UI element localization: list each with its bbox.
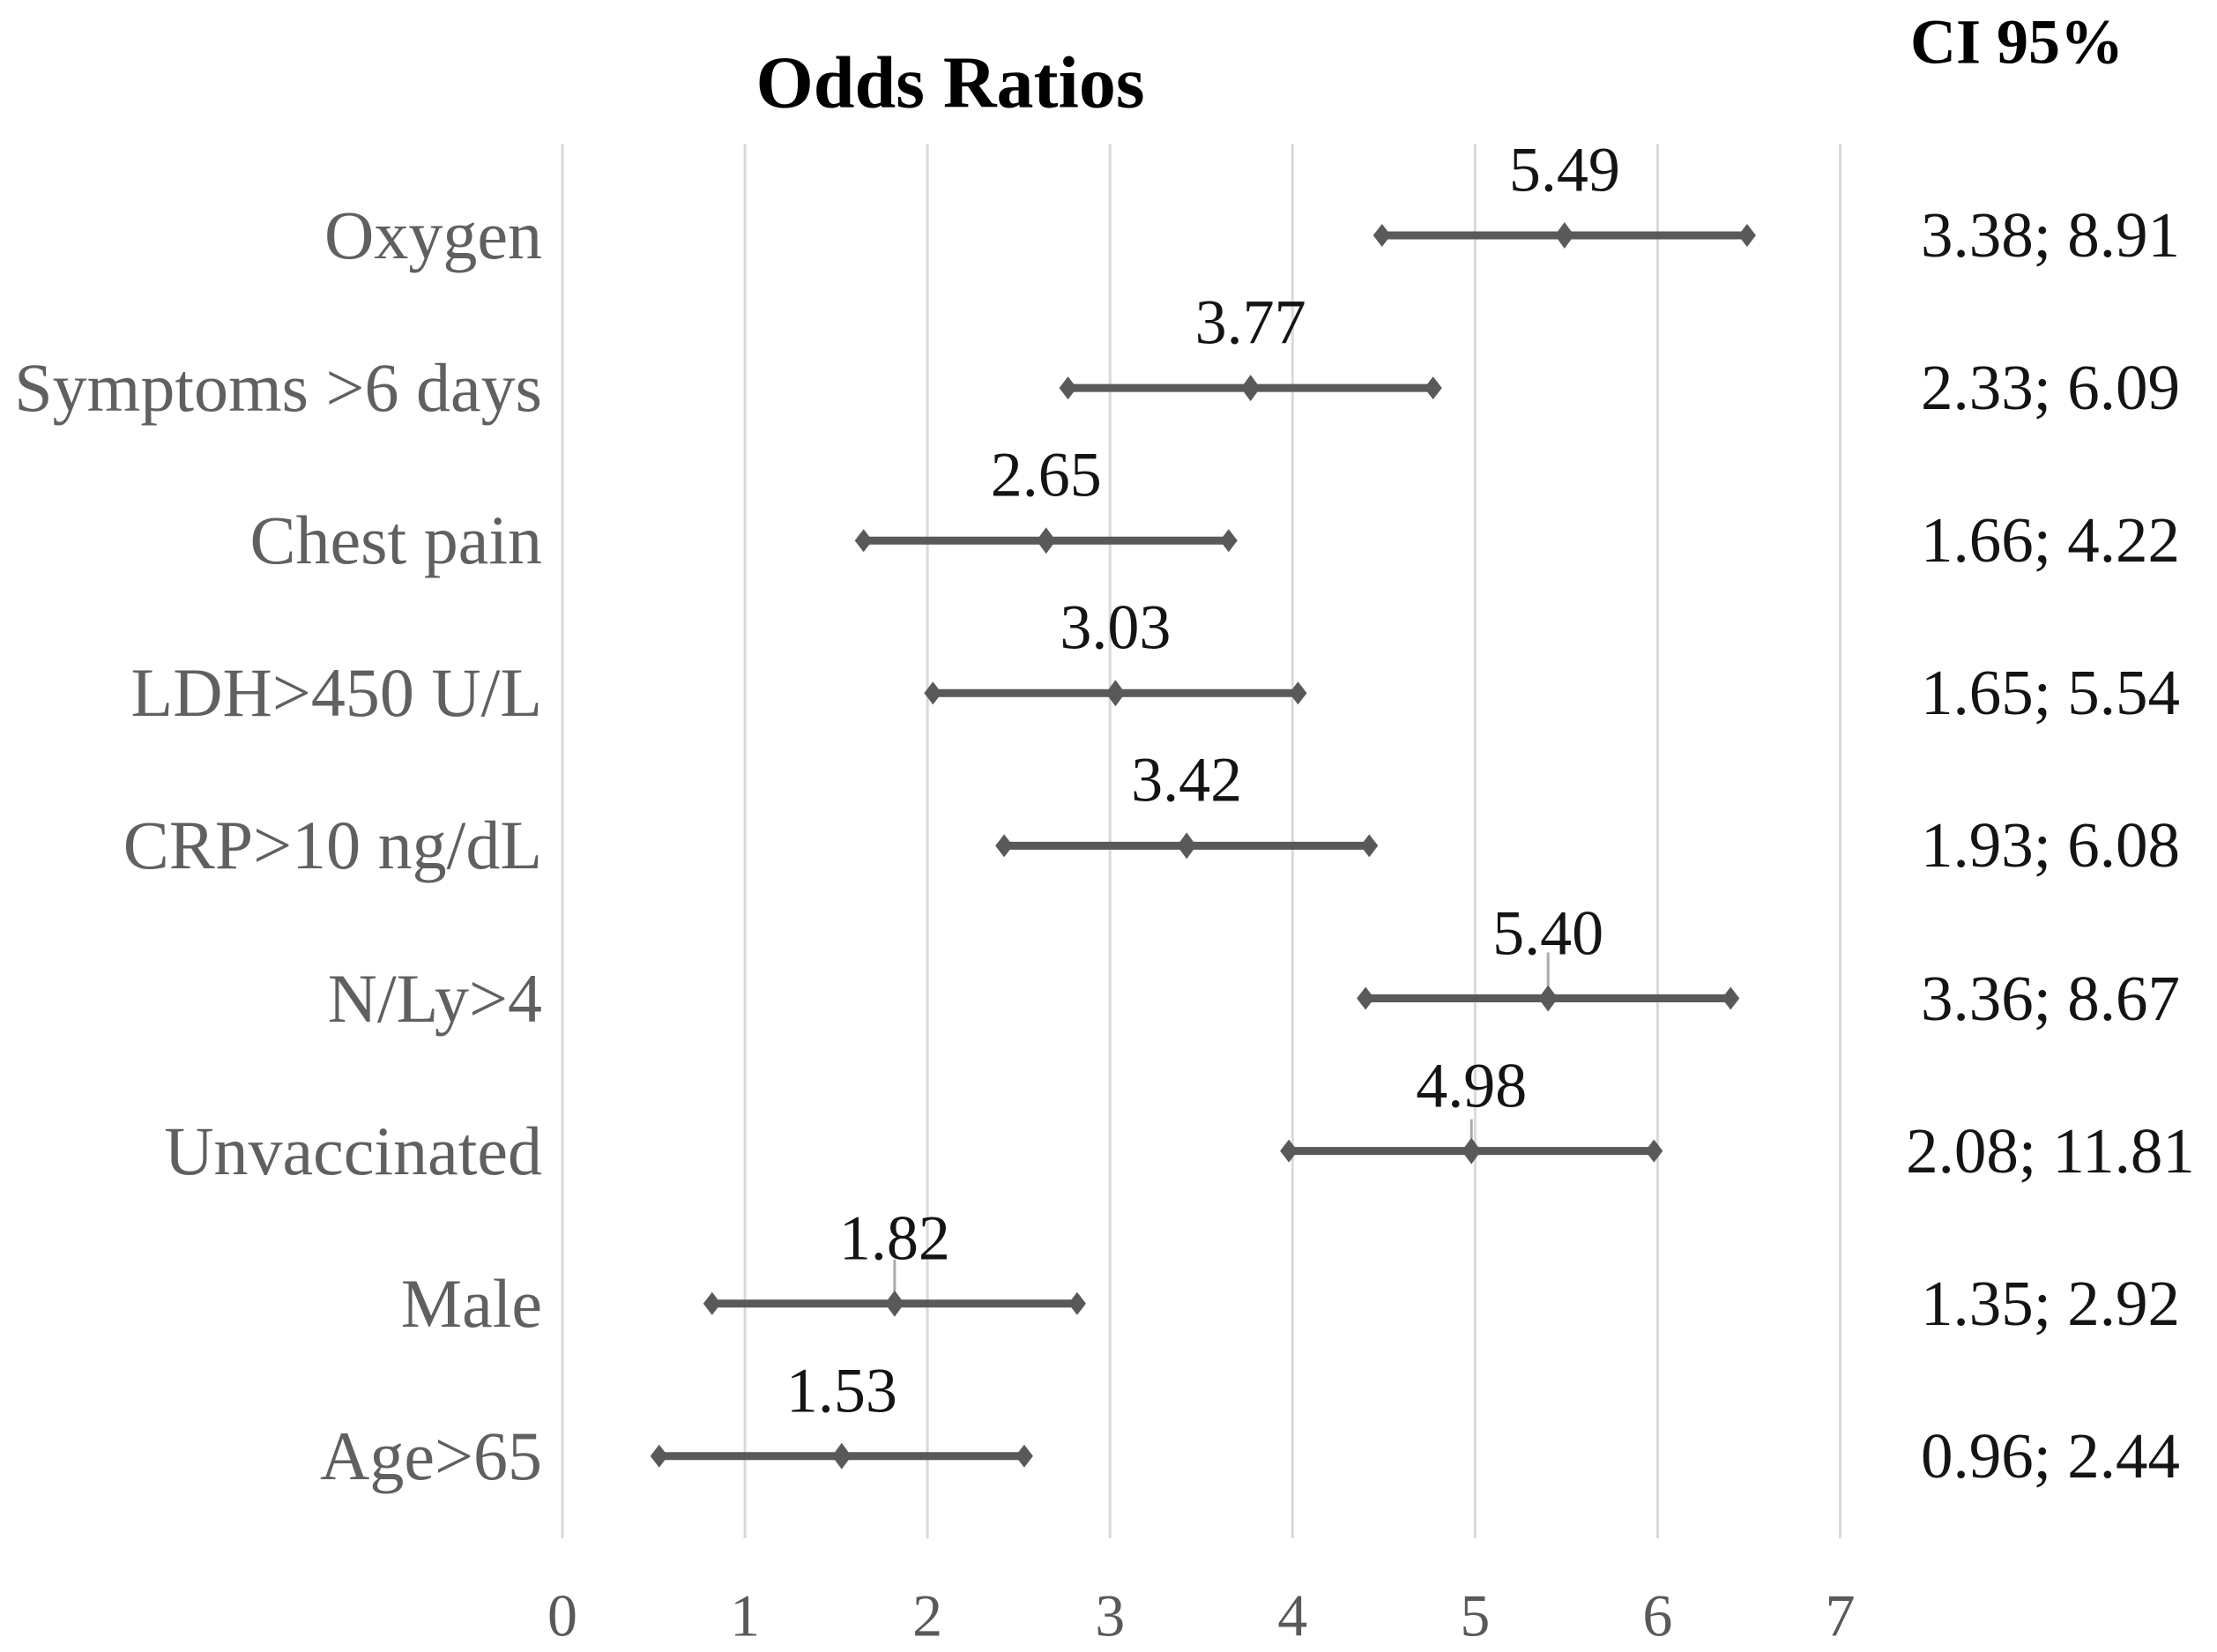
odds-ratio-value-label: 5.40: [1492, 897, 1604, 968]
point-estimate-marker: [1177, 832, 1197, 859]
whisker-low-cap: [1373, 224, 1391, 247]
x-axis-tick-label: 1: [730, 1581, 761, 1649]
ci-95-value: 1.35; 2.92: [1920, 1267, 2181, 1339]
x-axis-tick-label: 2: [912, 1581, 943, 1649]
whisker-low-cap: [703, 1291, 721, 1315]
whisker-low-cap: [854, 529, 873, 553]
whisker-high-cap: [1722, 986, 1740, 1010]
ci-95-value: 1.93; 6.08: [1920, 809, 2181, 882]
whisker-low-cap: [924, 681, 942, 705]
whisker-low-cap: [995, 834, 1014, 858]
whisker-high-cap: [1219, 529, 1238, 553]
ci-95-value: 1.65; 5.54: [1920, 657, 2181, 729]
whisker-high-cap: [1424, 376, 1442, 400]
odds-ratio-value-label: 5.49: [1508, 134, 1620, 205]
ci-95-value: 3.38; 8.91: [1920, 199, 2181, 271]
x-axis-tick-label: 0: [547, 1581, 577, 1649]
ci-95-value: 1.66; 4.22: [1920, 504, 2181, 577]
category-label: Symptoms >6 days: [14, 349, 542, 427]
category-label: Male: [400, 1264, 542, 1342]
point-estimate-marker: [1240, 375, 1261, 402]
odds-ratio-value-label: 3.77: [1194, 286, 1306, 358]
whisker-high-cap: [1645, 1139, 1663, 1163]
chart-title: Odds Ratios: [755, 41, 1145, 124]
category-label: LDH>450 U/L: [130, 654, 542, 732]
ci-95-value: 2.08; 11.81: [1906, 1114, 2195, 1187]
whisker-low-cap: [1357, 986, 1375, 1010]
category-label: Unvaccinated: [164, 1112, 542, 1189]
point-estimate-marker: [1462, 1137, 1482, 1165]
whisker-high-cap: [1289, 681, 1307, 705]
x-axis-tick-label: 4: [1277, 1581, 1308, 1649]
x-axis-tick-label: 6: [1642, 1581, 1673, 1649]
point-estimate-marker: [1105, 680, 1126, 707]
point-estimate-marker: [831, 1442, 852, 1470]
category-label: N/Ly>4: [327, 959, 542, 1037]
point-estimate-marker: [1538, 985, 1559, 1012]
point-estimate-marker: [884, 1290, 904, 1317]
whisker-low-cap: [1059, 376, 1077, 400]
whisker-low-cap: [650, 1444, 668, 1468]
whisker-high-cap: [1360, 834, 1379, 858]
odds-ratio-value-label: 3.03: [1060, 592, 1172, 663]
category-label: Oxygen: [324, 197, 542, 273]
odds-ratio-value-label: 2.65: [990, 439, 1102, 510]
x-axis-tick-label: 3: [1095, 1581, 1126, 1649]
point-estimate-marker: [1036, 527, 1056, 554]
odds-ratio-value-label: 4.98: [1416, 1050, 1528, 1121]
whisker-high-cap: [1068, 1291, 1086, 1315]
point-estimate-marker: [1554, 222, 1574, 249]
odds-ratio-value-label: 3.42: [1131, 744, 1243, 815]
whisker-high-cap: [1015, 1444, 1033, 1468]
ci-95-value: 3.36; 8.67: [1920, 962, 2181, 1034]
category-label: Chest pain: [249, 502, 542, 579]
ci-column-header: CI 95%: [1909, 6, 2124, 78]
whisker-low-cap: [1280, 1139, 1298, 1163]
category-label: Age>65: [320, 1417, 542, 1494]
x-axis-tick-label: 5: [1460, 1581, 1491, 1649]
odds-ratio-value-label: 1.82: [838, 1202, 950, 1274]
whisker-high-cap: [1737, 224, 1756, 247]
x-axis-tick-label: 7: [1825, 1581, 1856, 1649]
category-label: CRP>10 ng/dL: [123, 807, 542, 884]
odds-ratio-value-label: 1.53: [785, 1355, 897, 1426]
ci-95-value: 0.96; 2.44: [1920, 1419, 2181, 1492]
ci-95-value: 2.33; 6.09: [1920, 352, 2181, 424]
